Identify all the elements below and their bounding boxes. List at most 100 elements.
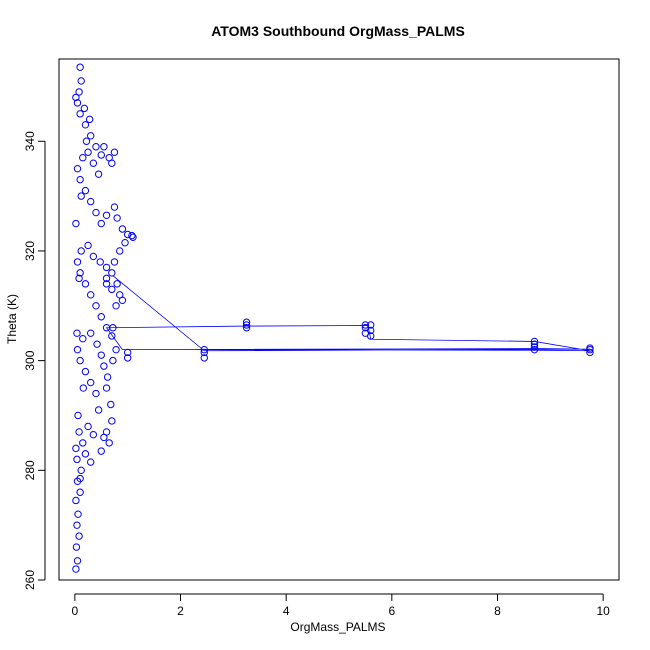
data-point <box>108 332 116 340</box>
data-point <box>73 99 82 107</box>
data-point <box>75 274 83 283</box>
data-point <box>81 186 90 195</box>
data-point <box>123 348 132 357</box>
data-point <box>77 247 85 255</box>
data-point <box>93 340 101 348</box>
data-point <box>128 231 136 240</box>
y-tick-label: 280 <box>23 460 37 480</box>
chart-title: ATOM3 Southbound OrgMass_PALMS <box>211 23 465 39</box>
data-point <box>74 411 82 420</box>
data-point <box>73 258 82 266</box>
data-point <box>108 269 116 277</box>
data-points <box>72 63 594 573</box>
data-point <box>102 280 111 288</box>
x-tick-label: 8 <box>494 604 501 618</box>
data-point <box>89 430 98 439</box>
data-point <box>73 455 81 464</box>
data-point <box>112 345 120 354</box>
data-point <box>72 565 80 573</box>
data-point <box>118 225 127 233</box>
data-point <box>102 263 111 272</box>
data-point <box>92 143 100 151</box>
series-line <box>105 275 591 352</box>
data-point <box>102 384 111 392</box>
y-axis: 260 280 300 320 340 <box>23 131 46 590</box>
data-point <box>77 192 85 200</box>
x-tick-label: 4 <box>283 604 290 618</box>
data-point <box>73 164 82 173</box>
data-point <box>72 496 80 505</box>
data-point <box>87 291 95 299</box>
data-point <box>97 351 105 359</box>
data-point <box>87 458 95 466</box>
data-point <box>200 354 208 362</box>
data-point <box>94 406 103 414</box>
data-point <box>107 400 115 409</box>
data-point <box>110 148 119 156</box>
data-point <box>100 143 108 151</box>
data-point <box>108 159 116 167</box>
data-point <box>367 326 375 335</box>
data-point <box>72 219 80 228</box>
data-point <box>81 280 90 288</box>
data-point <box>72 93 80 102</box>
data-point <box>87 197 95 206</box>
data-point <box>96 258 104 266</box>
data-point <box>242 318 251 326</box>
data-point <box>72 543 81 551</box>
data-point <box>75 532 83 540</box>
x-tick-label: 6 <box>388 604 395 618</box>
data-point <box>89 159 98 167</box>
data-point <box>76 488 84 496</box>
data-point <box>123 354 132 362</box>
data-point <box>73 329 81 337</box>
data-point <box>73 521 81 529</box>
data-point <box>110 203 119 211</box>
data-point <box>242 324 251 332</box>
data-point <box>97 219 105 228</box>
data-point <box>92 302 100 310</box>
data-point <box>84 241 92 250</box>
data-point <box>105 439 113 447</box>
data-point <box>84 422 92 431</box>
data-point <box>84 148 92 156</box>
data-point <box>81 367 90 376</box>
x-tick-label: 0 <box>72 604 79 618</box>
data-point <box>530 340 539 348</box>
data-point <box>102 274 111 283</box>
data-point <box>92 208 100 217</box>
data-point <box>118 296 127 305</box>
data-point <box>586 344 594 352</box>
data-point <box>100 362 108 370</box>
connector-lines <box>105 275 591 352</box>
data-point <box>73 557 82 565</box>
data-point <box>79 384 88 392</box>
data-point <box>73 345 82 354</box>
data-point <box>102 211 111 220</box>
data-point <box>92 389 100 398</box>
y-tick-label: 340 <box>23 131 37 151</box>
data-point <box>76 63 84 71</box>
data-point <box>72 444 80 453</box>
data-point <box>97 313 105 321</box>
data-point <box>121 239 129 247</box>
y-tick-label: 320 <box>23 241 37 261</box>
plot-frame <box>58 58 620 581</box>
data-point <box>87 378 95 387</box>
data-point <box>82 137 91 145</box>
data-point <box>110 258 119 266</box>
data-point <box>112 302 120 310</box>
data-point <box>113 280 121 288</box>
data-point <box>109 356 117 365</box>
data-point <box>94 170 103 178</box>
data-point <box>102 428 111 436</box>
data-point <box>242 321 251 329</box>
data-point <box>87 329 95 337</box>
x-tick-label: 2 <box>177 604 184 618</box>
data-point <box>361 321 370 329</box>
data-point <box>76 110 84 118</box>
data-point <box>77 466 85 475</box>
data-point <box>79 154 87 162</box>
